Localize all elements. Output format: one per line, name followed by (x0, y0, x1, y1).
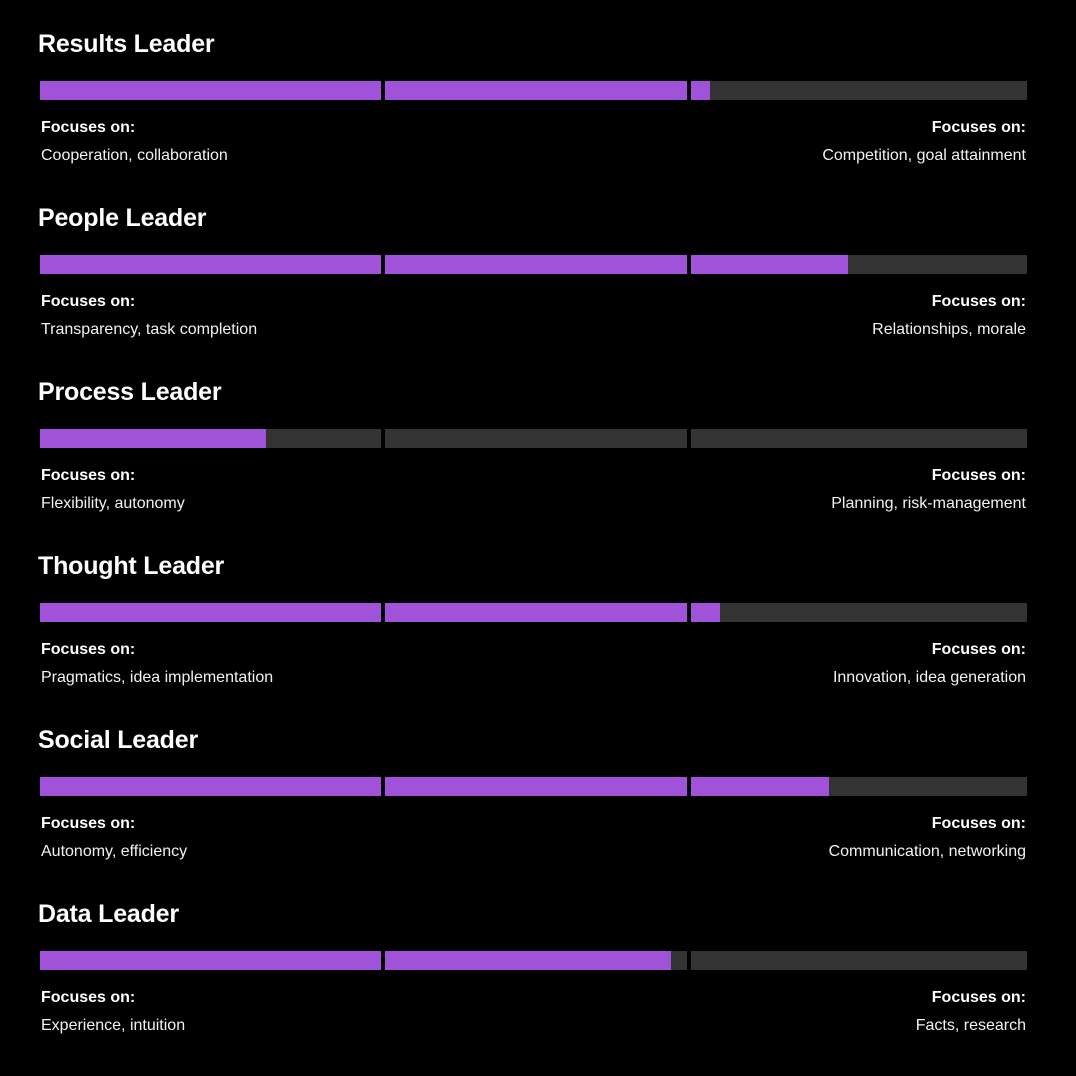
bar-fill (691, 81, 710, 100)
bar-fill (691, 777, 829, 796)
right-focus-description: Relationships, morale (872, 321, 1026, 338)
right-focus-description: Competition, goal attainment (822, 147, 1026, 164)
spectrum-bar (40, 429, 1027, 448)
bar-segment-2 (385, 429, 687, 448)
bar-segment-1 (40, 777, 381, 796)
right-focus-description: Innovation, idea generation (832, 669, 1026, 686)
bar-segment-2 (385, 81, 687, 100)
bar-fill (385, 255, 687, 274)
bar-segment-2 (385, 603, 687, 622)
bar-fill (385, 777, 687, 796)
right-focus-description: Communication, networking (828, 843, 1026, 860)
left-focus-description: Experience, intuition (41, 1017, 186, 1034)
bar-segment-1 (40, 951, 381, 970)
bar-fill (40, 81, 381, 100)
left-focus-heading: Focuses on: (41, 293, 136, 310)
bar-segment-2 (385, 777, 687, 796)
right-focus-description: Planning, risk-management (831, 495, 1026, 512)
bar-segment-2 (385, 951, 687, 970)
left-focus-heading: Focuses on: (41, 467, 136, 484)
right-focus-heading: Focuses on: (931, 119, 1026, 136)
bar-segment-3 (691, 777, 1027, 796)
section-title: Process Leader (38, 378, 222, 406)
bar-segment-1 (40, 603, 381, 622)
bar-segment-3 (691, 951, 1027, 970)
section-title: Social Leader (38, 726, 198, 754)
left-focus-description: Transparency, task completion (41, 321, 258, 338)
bar-segment-2 (385, 255, 687, 274)
spectrum-bar (40, 603, 1027, 622)
bar-fill (385, 951, 671, 970)
bar-fill (40, 951, 381, 970)
right-focus-description: Facts, research (915, 1017, 1026, 1034)
section-title: Data Leader (38, 900, 179, 928)
right-focus-heading: Focuses on: (931, 641, 1026, 658)
left-focus-description: Autonomy, efficiency (41, 843, 188, 860)
left-focus-heading: Focuses on: (41, 641, 136, 658)
left-focus-description: Cooperation, collaboration (41, 147, 228, 164)
section-title: Thought Leader (38, 552, 225, 580)
left-focus-description: Flexibility, autonomy (41, 495, 185, 512)
bar-fill (385, 603, 687, 622)
right-focus-heading: Focuses on: (931, 293, 1026, 310)
bar-segment-1 (40, 429, 381, 448)
right-focus-heading: Focuses on: (931, 467, 1026, 484)
leader-section: Data Leader Focuses on: Experience, intu… (0, 870, 1076, 1044)
leader-section: Social Leader Focuses on: Autonomy, effi… (0, 696, 1076, 870)
bar-segment-3 (691, 81, 1027, 100)
right-focus-heading: Focuses on: (931, 989, 1026, 1006)
section-title: Results Leader (38, 30, 215, 58)
bar-segment-3 (691, 255, 1027, 274)
right-focus-heading: Focuses on: (931, 815, 1026, 832)
bar-segment-3 (691, 603, 1027, 622)
spectrum-bar (40, 777, 1027, 796)
left-focus-heading: Focuses on: (41, 119, 136, 136)
bar-fill (40, 429, 266, 448)
left-focus-heading: Focuses on: (41, 815, 136, 832)
section-title: People Leader (38, 204, 207, 232)
bar-fill (385, 81, 687, 100)
spectrum-bar (40, 255, 1027, 274)
leader-section: Process Leader Focuses on: Flexibility, … (0, 348, 1076, 522)
bar-fill (40, 603, 381, 622)
leader-section: Thought Leader Focuses on: Pragmatics, i… (0, 522, 1076, 696)
bar-segment-1 (40, 81, 381, 100)
bar-fill (40, 255, 381, 274)
spectrum-bar (40, 81, 1027, 100)
left-focus-description: Pragmatics, idea implementation (41, 669, 274, 686)
bar-fill (691, 255, 848, 274)
bar-fill (40, 777, 381, 796)
left-focus-heading: Focuses on: (41, 989, 136, 1006)
bar-segment-3 (691, 429, 1027, 448)
spectrum-bar (40, 951, 1027, 970)
bar-segment-1 (40, 255, 381, 274)
bar-fill (691, 603, 720, 622)
leader-section: Results Leader Focuses on: Cooperation, … (0, 0, 1076, 174)
leader-section: People Leader Focuses on: Transparency, … (0, 174, 1076, 348)
